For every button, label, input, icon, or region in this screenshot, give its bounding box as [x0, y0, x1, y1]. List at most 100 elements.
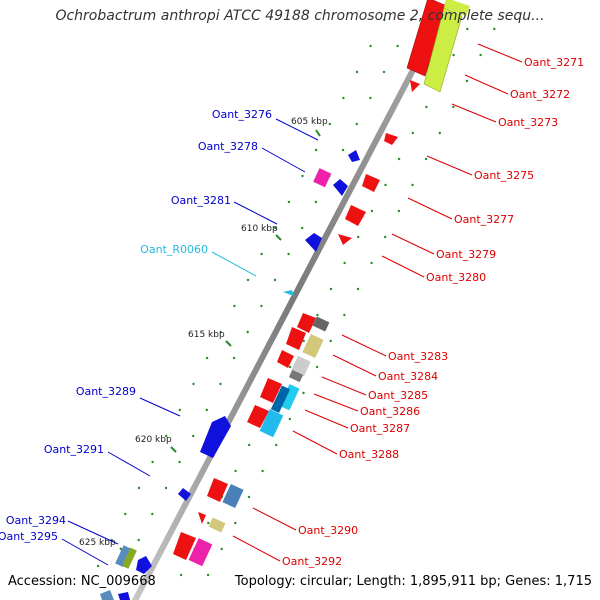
gene-label-oant-3280[interactable]: Oant_3280: [426, 271, 486, 284]
gene-box[interactable]: [302, 333, 324, 359]
guide-dot: [287, 200, 291, 204]
gene-label-oant-3294[interactable]: Oant_3294: [6, 514, 66, 527]
guide-dots: [96, 18, 496, 577]
gene-box[interactable]: [259, 409, 284, 438]
gene-box[interactable]: [122, 547, 137, 569]
guide-dot: [384, 235, 387, 239]
guide-dot: [260, 304, 263, 308]
gene-arrow[interactable]: [100, 590, 114, 600]
guide-dot: [234, 469, 237, 473]
gene-label-oant-3284[interactable]: Oant_3284: [378, 370, 438, 383]
guide-dot: [466, 27, 469, 31]
guide-dot: [452, 105, 455, 109]
gene-arrow[interactable]: [333, 179, 348, 196]
gene-label-oant-3289[interactable]: Oant_3289: [76, 385, 136, 398]
gene-box[interactable]: [222, 483, 244, 509]
guide-dot: [493, 27, 496, 31]
gene-label-oant-3283[interactable]: Oant_3283: [388, 350, 448, 363]
tick-mark: [275, 234, 282, 241]
guide-dot: [411, 183, 414, 187]
gene-box[interactable]: [312, 316, 330, 332]
guide-dot: [248, 443, 251, 447]
gene-arrow[interactable]: [345, 205, 366, 226]
guide-dot: [192, 382, 195, 386]
gene-arrow[interactable]: [200, 416, 231, 458]
gene-arrow[interactable]: [444, 0, 470, 16]
gene-label-oant-3277[interactable]: Oant_3277: [454, 213, 514, 226]
gene-label-oant-3292[interactable]: Oant_3292: [282, 555, 342, 568]
guide-dot: [341, 148, 345, 152]
gene-box[interactable]: [270, 385, 291, 413]
gene-arrow[interactable]: [207, 478, 228, 502]
gene-label-oant-3273[interactable]: Oant_3273: [498, 116, 558, 129]
gene-glyphs: [100, 0, 470, 600]
gene-label-oant-3295[interactable]: Oant_3295: [0, 530, 58, 543]
guide-dot: [274, 226, 277, 230]
tick-label: 610 kbp: [241, 224, 278, 234]
gene-box[interactable]: [115, 545, 132, 568]
gene-arrow[interactable]: [384, 133, 398, 145]
gene-arrow[interactable]: [423, 7, 463, 93]
guide-dot: [96, 564, 100, 568]
gene-label-oant-3275[interactable]: Oant_3275: [474, 169, 534, 182]
gene-label-oant-3279[interactable]: Oant_3279: [436, 248, 496, 261]
gene-label-oant-3287[interactable]: Oant_3287: [350, 422, 410, 435]
guide-dot: [302, 339, 305, 343]
gene-label-oant-3271[interactable]: Oant_3271: [524, 56, 584, 69]
guide-dot: [275, 443, 278, 447]
gene-box[interactable]: [279, 384, 300, 411]
guide-dot: [273, 278, 277, 282]
gene-arrow[interactable]: [260, 378, 282, 403]
gene-arrow[interactable]: [198, 512, 206, 524]
gene-arrow[interactable]: [305, 233, 322, 252]
gene-arrow[interactable]: [173, 532, 196, 560]
gene-label-oant-3272[interactable]: Oant_3272: [510, 88, 570, 101]
guide-dot: [369, 44, 372, 48]
gene-arrow[interactable]: [406, 0, 448, 77]
guide-dot: [206, 573, 210, 577]
gene-arrow[interactable]: [247, 405, 269, 428]
gene-arrow[interactable]: [362, 174, 380, 192]
gene-box[interactable]: [313, 168, 332, 188]
gene-box[interactable]: [288, 369, 304, 383]
gene-arrow[interactable]: [338, 234, 352, 245]
gene-label-oant-3285[interactable]: Oant_3285: [368, 389, 428, 402]
guide-dot: [479, 53, 482, 57]
gene-label-oant-3276[interactable]: Oant_3276: [212, 108, 272, 121]
guide-dot: [246, 330, 249, 334]
guide-dot: [314, 200, 318, 204]
guide-dot: [370, 261, 373, 265]
guide-dot: [438, 131, 441, 135]
guide-dot: [151, 460, 154, 464]
guide-dot: [370, 209, 374, 213]
guide-dot: [316, 313, 319, 317]
gene-label-oant-3278[interactable]: Oant_3278: [198, 140, 258, 153]
gene-label-oant-3291[interactable]: Oant_3291: [44, 443, 104, 456]
gene-box[interactable]: [188, 538, 213, 567]
gene-arrow[interactable]: [136, 556, 152, 574]
gene-arrow[interactable]: [410, 80, 420, 92]
gene-label-oant-3288[interactable]: Oant_3288: [339, 448, 399, 461]
guide-dot: [220, 547, 223, 551]
gene-arrow[interactable]: [118, 592, 130, 600]
gene-arrow[interactable]: [348, 150, 360, 162]
guide-dot: [452, 53, 455, 57]
gene-arrow[interactable]: [277, 350, 294, 368]
guide-dot: [232, 356, 236, 360]
guide-dot: [357, 235, 360, 239]
gene-box[interactable]: [291, 355, 311, 377]
guide-dot: [396, 44, 399, 48]
gene-arrow[interactable]: [178, 488, 191, 501]
gene-label-oant-3286[interactable]: Oant_3286: [360, 405, 420, 418]
page-title: Ochrobactrum anthropi ATCC 49188 chromos…: [55, 8, 545, 24]
guide-dot: [342, 96, 345, 100]
gene-label-oant-3281[interactable]: Oant_3281: [171, 194, 231, 207]
tick-group: 605 kbp 610 kbp 615 kbp 620 kbp 625 kbp: [79, 117, 328, 554]
gene-arrow[interactable]: [283, 290, 294, 296]
tick-mark: [225, 340, 232, 347]
gene-arrow[interactable]: [286, 327, 306, 350]
gene-label-oant-r0060[interactable]: Oant_R0060: [140, 243, 208, 256]
gene-arrow[interactable]: [297, 313, 316, 333]
gene-box[interactable]: [208, 517, 226, 533]
gene-label-oant-3290[interactable]: Oant_3290: [298, 524, 358, 537]
